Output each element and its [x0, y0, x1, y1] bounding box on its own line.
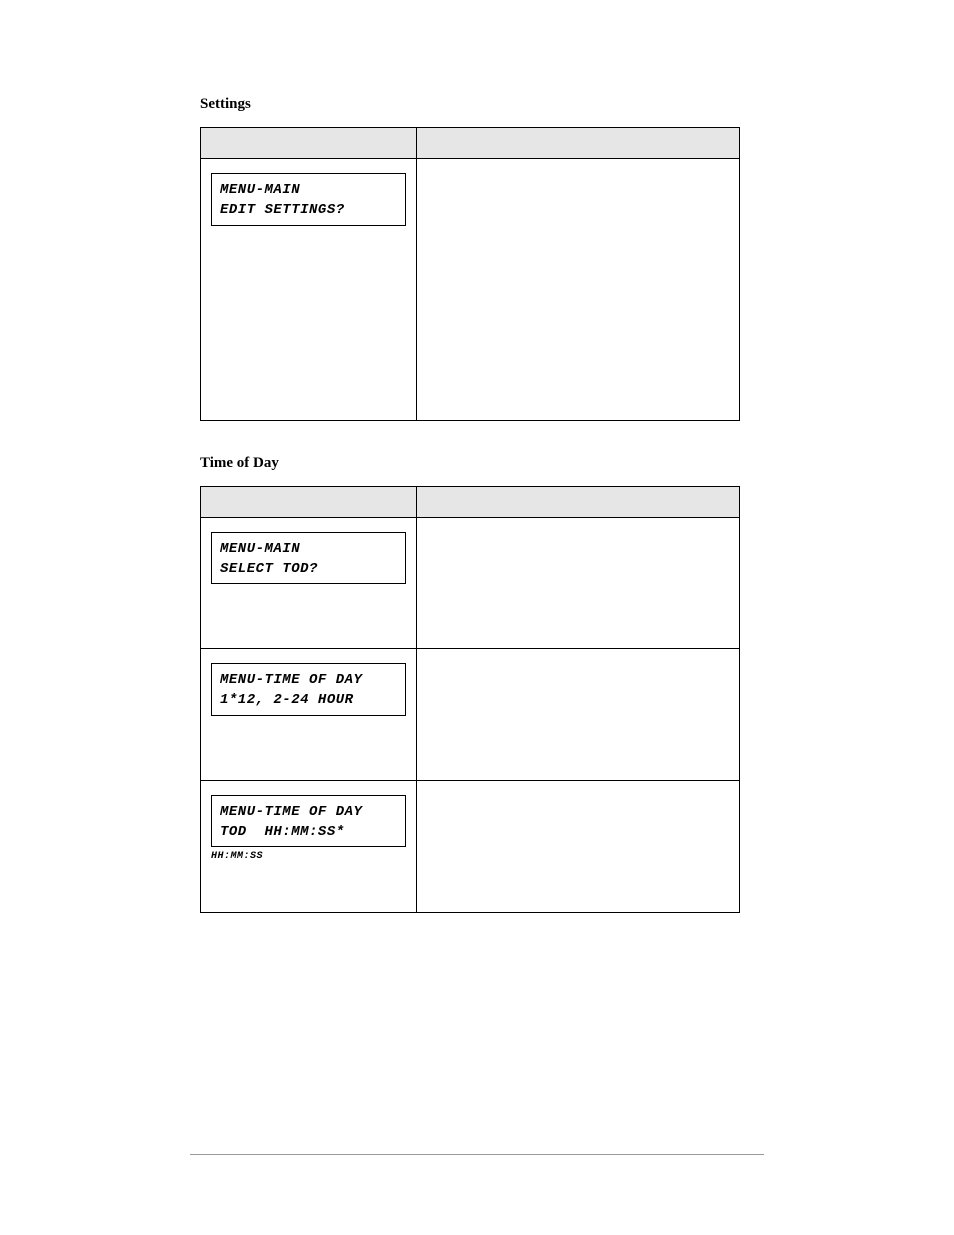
lcd-line2: SELECT TOD? [220, 561, 318, 577]
table-header-right [417, 128, 740, 159]
table-header-row [201, 486, 740, 517]
page: Settings MENU-MAIN EDIT SETTINGS? Time o… [0, 0, 954, 1235]
table-header-row [201, 128, 740, 159]
section-gap [200, 421, 764, 449]
lcd-display: MENU-MAIN SELECT TOD? [211, 532, 406, 585]
table-cell-right [417, 780, 740, 913]
table-row: MENU-TIME OF DAY 1*12, 2-24 HOUR [201, 649, 740, 781]
table-time-of-day: MENU-MAIN SELECT TOD? MENU-TIME OF DAY 1… [200, 486, 740, 914]
table-row: MENU-TIME OF DAY TOD HH:MM:SS* HH:MM:SS [201, 780, 740, 913]
heading-time-of-day: Time of Day [200, 455, 764, 472]
table-header-left [201, 486, 417, 517]
table-row: MENU-MAIN EDIT SETTINGS? [201, 159, 740, 421]
lcd-display: MENU-TIME OF DAY 1*12, 2-24 HOUR [211, 663, 406, 716]
lcd-note: HH:MM:SS [211, 851, 406, 862]
heading-settings: Settings [200, 96, 764, 113]
table-header-right [417, 486, 740, 517]
table-header-left [201, 128, 417, 159]
table-cell-right [417, 517, 740, 649]
lcd-line1: MENU-TIME OF DAY [220, 804, 362, 820]
lcd-line2: EDIT SETTINGS? [220, 202, 345, 218]
table-cell-left: MENU-MAIN EDIT SETTINGS? [201, 159, 417, 421]
table-cell-left: MENU-MAIN SELECT TOD? [201, 517, 417, 649]
footer-rule [190, 1154, 764, 1155]
table-settings: MENU-MAIN EDIT SETTINGS? [200, 127, 740, 421]
lcd-display: MENU-MAIN EDIT SETTINGS? [211, 173, 406, 226]
lcd-line1: MENU-MAIN [220, 541, 300, 557]
lcd-line2: 1*12, 2-24 HOUR [220, 692, 354, 708]
table-cell-left: MENU-TIME OF DAY TOD HH:MM:SS* HH:MM:SS [201, 780, 417, 913]
table-cell-right [417, 159, 740, 421]
lcd-display: MENU-TIME OF DAY TOD HH:MM:SS* [211, 795, 406, 848]
lcd-line2: TOD HH:MM:SS* [220, 824, 345, 840]
table-cell-left: MENU-TIME OF DAY 1*12, 2-24 HOUR [201, 649, 417, 781]
spacer [211, 230, 406, 410]
lcd-line1: MENU-TIME OF DAY [220, 672, 362, 688]
table-cell-right [417, 649, 740, 781]
lcd-line1: MENU-MAIN [220, 182, 300, 198]
table-row: MENU-MAIN SELECT TOD? [201, 517, 740, 649]
